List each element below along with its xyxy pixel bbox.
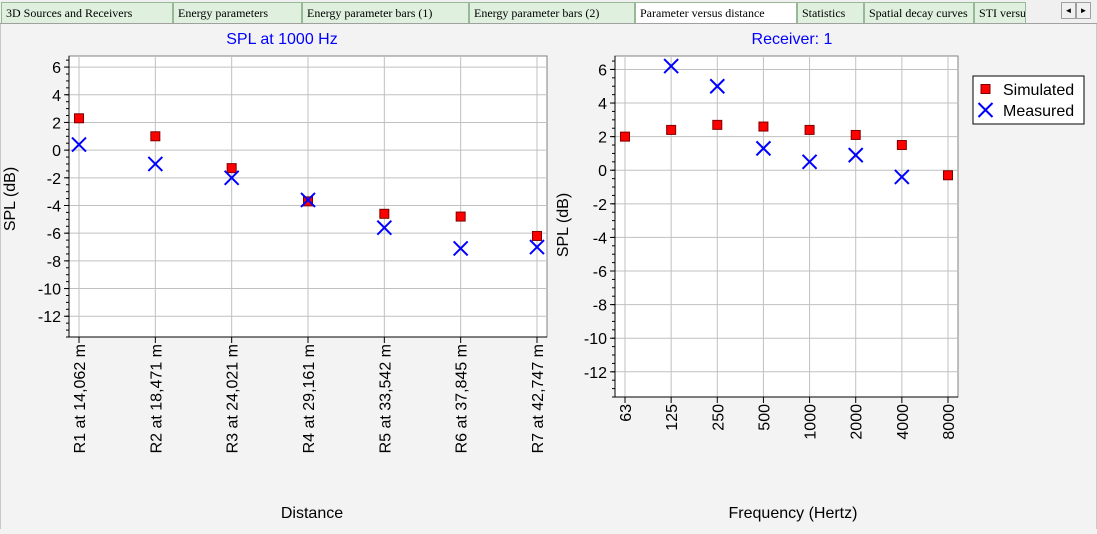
chart-2-xlabel: Frequency (Hertz) bbox=[729, 505, 858, 522]
chart-1-ytick-label: 4 bbox=[52, 88, 61, 105]
chart-1-ytick-label: -8 bbox=[47, 254, 61, 271]
chart-2-ytick-label: -10 bbox=[584, 331, 607, 348]
charts-svg: 6 4 2 0 -2 -4 -6 -8 -10 -12 R1 at 14,062 m R2 at 18… bbox=[2, 31, 1085, 522]
chart-2-point-measured bbox=[755, 140, 772, 157]
tab-energy-parameter-bars-1[interactable]: Energy parameter bars (1) bbox=[302, 2, 469, 23]
chart-1-point-measured bbox=[529, 239, 545, 255]
chart-2-point-simulated bbox=[850, 129, 861, 140]
chart-1-ytick-label: 2 bbox=[52, 115, 61, 132]
chart-2-point-simulated bbox=[943, 170, 953, 181]
chart-2-point-simulated bbox=[712, 119, 723, 130]
chart-2-legend-label: Measured bbox=[1003, 103, 1074, 120]
chart-1-xtick-label: R6 at 37,845 m bbox=[454, 344, 471, 453]
chart-2-point-simulated bbox=[620, 131, 630, 142]
tab-energy-parameters[interactable]: Energy parameters bbox=[173, 2, 302, 23]
chart-2-ytick-label: 4 bbox=[598, 96, 607, 113]
chart-1-point-measured bbox=[223, 170, 240, 186]
chart-1-ytick-label: 6 bbox=[52, 60, 61, 77]
tab-parameter-versus-distance[interactable]: Parameter versus distance bbox=[635, 2, 797, 23]
chart-1-ylabel: SPL (dB) bbox=[2, 167, 19, 231]
chart-1-point-measured bbox=[147, 156, 164, 172]
chart-1-title: SPL at 1000 Hz bbox=[226, 31, 337, 48]
chart-2-ytick-label: -12 bbox=[584, 365, 607, 382]
chart-1-ytick-label: -4 bbox=[47, 198, 61, 215]
chart-2-ytick-label: -2 bbox=[593, 197, 607, 214]
chart-2-point-measured bbox=[801, 154, 818, 170]
arrow-left-icon[interactable]: ◄ bbox=[1061, 2, 1076, 19]
chart-2-ytick-label: -8 bbox=[593, 298, 607, 315]
chart-2-point-measured bbox=[709, 78, 725, 94]
tab-bar: 3D Sources and Receivers Energy parameter… bbox=[0, 0, 1097, 24]
chart-1-xlabel: Distance bbox=[281, 505, 343, 522]
chart-1-ytick-label: -6 bbox=[47, 226, 61, 243]
chart-2-point-simulated bbox=[804, 124, 815, 135]
tab-sti-versus[interactable]: STI versus bbox=[974, 2, 1026, 23]
chart-2-ylabel: SPL (dB) bbox=[555, 193, 572, 257]
tab-energy-parameter-bars-2[interactable]: Energy parameter bars (2) bbox=[469, 2, 635, 23]
chart-2-point-simulated bbox=[666, 124, 677, 135]
chart-2-xtick-label: 2000 bbox=[849, 404, 866, 440]
chart-1-ytick-label: -2 bbox=[47, 171, 61, 188]
chart-1-point-simulated bbox=[150, 131, 161, 142]
chart-1-point-simulated bbox=[455, 211, 466, 222]
chart-2-legend-simulated-marker bbox=[980, 84, 991, 94]
chart-1-xtick-label: R5 at 33,542 m bbox=[377, 344, 394, 453]
chart-1-point-measured bbox=[300, 192, 316, 208]
chart-1-point-simulated bbox=[532, 230, 542, 241]
chart-2-ytick-label: -4 bbox=[593, 230, 607, 247]
arrow-right-icon[interactable]: ► bbox=[1076, 2, 1091, 19]
tab-spatial-decay-curves[interactable]: Spatial decay curves bbox=[864, 2, 974, 23]
chart-2-xtick-label: 125 bbox=[664, 404, 681, 431]
chart-1-point-measured bbox=[376, 219, 393, 236]
chart-2-xtick-label: 1000 bbox=[803, 404, 820, 440]
chart-2-point-simulated bbox=[758, 121, 769, 132]
chart-1-ytick-label: -12 bbox=[38, 309, 61, 326]
chart-2-xtick-label: 500 bbox=[756, 404, 773, 431]
chart-2-xtick-label: 63 bbox=[618, 404, 635, 422]
chart-2-ytick-label: -6 bbox=[593, 264, 607, 281]
chart-2-point-simulated bbox=[896, 140, 907, 151]
chart-2-point-measured bbox=[894, 169, 910, 185]
chart-2-ytick-label: 6 bbox=[598, 62, 607, 79]
chart-1-xtick-label: R1 at 14,062 m bbox=[72, 344, 89, 453]
chart-1-xtick-label: R2 at 18,471 m bbox=[148, 344, 165, 453]
chart-2-plot-area bbox=[614, 55, 959, 398]
chart-1-xtick-label: R3 at 24,021 m bbox=[225, 344, 242, 453]
chart-1-ytick-label: 0 bbox=[52, 143, 61, 160]
chart-panel: 6 4 2 0 -2 -4 -6 -8 -10 -12 R1 at 14,062 m R2 at 18… bbox=[0, 24, 1097, 529]
chart-1-xtick-label: R7 at 42,747 m bbox=[530, 344, 547, 453]
chart-1-ytick-label: -10 bbox=[38, 282, 61, 299]
chart-2-title: Receiver: 1 bbox=[752, 31, 833, 48]
chart-1-point-measured bbox=[71, 136, 87, 153]
chart-1-point-simulated bbox=[226, 163, 237, 174]
chart-2-legend-label: Simulated bbox=[1003, 82, 1074, 99]
chart-1-point-simulated bbox=[379, 208, 390, 219]
chart-2-xtick-label: 8000 bbox=[941, 404, 958, 440]
chart-2-xtick-label: 4000 bbox=[895, 404, 912, 440]
chart-1-point-measured bbox=[452, 240, 469, 257]
chart-2-point-measured bbox=[663, 58, 679, 74]
chart-1-point-simulated bbox=[74, 113, 84, 124]
chart-2-ytick-label: 0 bbox=[598, 163, 607, 180]
tab-scroll-buttons: ◄ ► bbox=[1061, 2, 1091, 19]
chart-1-xtick-label: R4 at 29,161 m bbox=[301, 344, 318, 453]
tab-3d-sources-and-receivers[interactable]: 3D Sources and Receivers bbox=[1, 2, 173, 23]
chart-2-ytick-label: 2 bbox=[598, 130, 607, 147]
chart-2-xtick-label: 250 bbox=[710, 404, 727, 431]
chart-2-legend-measured-marker bbox=[977, 102, 994, 118]
chart-2-point-measured bbox=[848, 147, 864, 163]
tab-statistics[interactable]: Statistics bbox=[797, 2, 864, 23]
